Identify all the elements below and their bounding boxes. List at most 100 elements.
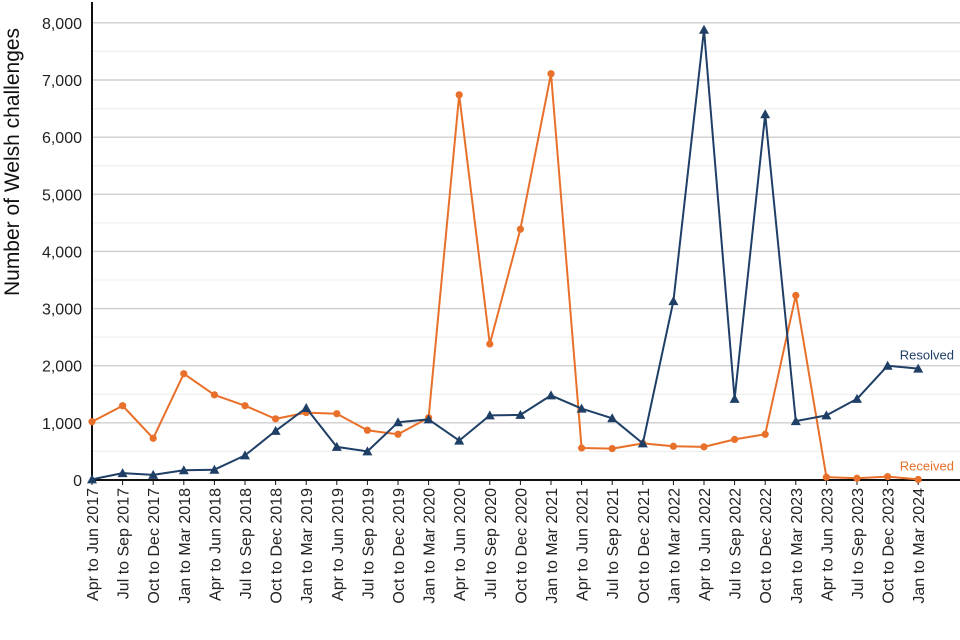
y-tick-labels: 0 1,000 2,000 3,000 4,000 5,000 6,000 7,000 8,00… [42, 16, 82, 490]
resolved-point [882, 360, 893, 370]
y-tick-label: 4,000 [42, 244, 82, 261]
received-point [241, 402, 249, 410]
resolved-point [821, 410, 832, 420]
series-labels: Received Resolved [900, 348, 954, 474]
y-tick-label: 0 [73, 473, 82, 490]
received-point [486, 340, 494, 348]
received-point [119, 402, 127, 410]
y-tick-label: 5,000 [42, 187, 82, 204]
resolved-point [117, 468, 128, 478]
resolved-point [576, 403, 587, 413]
x-tick-label: Oct to Dec 2019 [391, 488, 408, 604]
x-tick-labels: Apr to Jun 2017 Jul to Sep 2017 Oct to Dec… [85, 480, 928, 604]
y-tick-label: 6,000 [42, 130, 82, 147]
received-point [547, 70, 555, 78]
received-point [761, 430, 769, 438]
received-point [578, 444, 586, 452]
x-tick-label: Jan to Mar 2018 [177, 488, 194, 604]
y-tick-label: 3,000 [42, 302, 82, 319]
x-tick-label: Jul to Sep 2019 [360, 488, 377, 599]
x-tick-label: Oct to Dec 2022 [758, 488, 775, 604]
resolved-point [209, 464, 220, 474]
resolved-line [91, 28, 919, 481]
y-tick-label: 8,000 [42, 16, 82, 33]
resolved-point [699, 24, 709, 34]
received-series-label: Received [900, 458, 954, 473]
received-point [149, 434, 157, 442]
x-tick-label: Oct to Dec 2020 [513, 488, 530, 604]
gridlines [92, 22, 960, 452]
x-tick-label: Jan to Mar 2019 [299, 488, 316, 604]
resolved-point [331, 441, 342, 451]
received-point [455, 91, 463, 99]
resolved-point [607, 413, 618, 423]
x-tick-label: Apr to Jun 2018 [207, 488, 224, 601]
resolved-point [148, 469, 159, 479]
x-tick-label: Apr to Jun 2019 [330, 488, 347, 601]
x-tick-label: Jan to Mar 2023 [789, 488, 806, 604]
received-point [669, 442, 678, 450]
x-tick-label: Jan to Mar 2022 [666, 488, 683, 604]
received-point [272, 415, 280, 423]
x-tick-label: Oct to Dec 2018 [269, 488, 286, 604]
resolved-point [515, 409, 526, 419]
x-tick-label: Jan to Mar 2020 [422, 488, 439, 604]
resolved-series-label: Resolved [900, 348, 954, 363]
x-tick-label: Jul to Sep 2018 [238, 488, 255, 599]
received-point [363, 426, 371, 434]
x-tick-label: Jul to Sep 2020 [483, 488, 500, 599]
received-point [884, 472, 892, 481]
x-tick-label: Apr to Jun 2023 [819, 488, 836, 601]
received-point [608, 444, 616, 453]
resolved-point [362, 446, 373, 456]
resolved-point [760, 109, 771, 119]
x-tick-label: Jul to Sep 2023 [850, 488, 867, 599]
x-tick-label: Jul to Sep 2017 [116, 488, 133, 599]
series-lines [87, 24, 924, 484]
x-tick-label: Jul to Sep 2021 [605, 488, 622, 599]
received-point [792, 291, 800, 300]
resolved-point [393, 417, 403, 427]
resolved-point [637, 438, 648, 448]
x-tick-label: Oct to Dec 2021 [636, 488, 653, 604]
received-point [516, 225, 525, 233]
x-tick-label: Jan to Mar 2021 [544, 488, 561, 604]
resolved-point [423, 414, 434, 424]
resolved-point [270, 425, 281, 435]
received-point [700, 443, 708, 451]
x-tick-label: Oct to Dec 2023 [881, 488, 898, 604]
resolved-point [668, 296, 679, 306]
series-received [88, 70, 922, 484]
received-line [91, 72, 919, 481]
resolved-point [790, 416, 801, 426]
resolved-point [178, 465, 189, 475]
x-tick-label: Jul to Sep 2022 [728, 488, 745, 599]
x-tick-label: Jan to Mar 2024 [911, 488, 928, 604]
resolved-point [913, 363, 924, 373]
received-point [853, 474, 861, 482]
y-tick-label: 7,000 [42, 73, 82, 90]
resolved-point [546, 390, 556, 400]
y-tick-label: 1,000 [42, 416, 82, 433]
x-tick-label: Oct to Dec 2017 [146, 488, 163, 604]
resolved-point [484, 410, 495, 420]
x-tick-label: Apr to Jun 2022 [697, 488, 714, 601]
received-point [914, 475, 922, 484]
y-tick-label: 2,000 [42, 359, 82, 376]
x-tick-label: Apr to Jun 2017 [85, 488, 102, 601]
series-resolved [87, 24, 924, 484]
axes [90, 2, 960, 481]
resolved-point [729, 393, 740, 403]
received-point [180, 370, 188, 378]
resolved-point [301, 403, 312, 412]
resolved-point [240, 450, 250, 460]
received-point [394, 430, 402, 438]
resolved-point [87, 474, 97, 484]
received-point [822, 473, 831, 481]
x-tick-label: Apr to Jun 2020 [452, 488, 469, 601]
received-point [333, 410, 341, 418]
x-tick-label: Apr to Jun 2021 [575, 488, 592, 601]
received-point [210, 391, 218, 399]
